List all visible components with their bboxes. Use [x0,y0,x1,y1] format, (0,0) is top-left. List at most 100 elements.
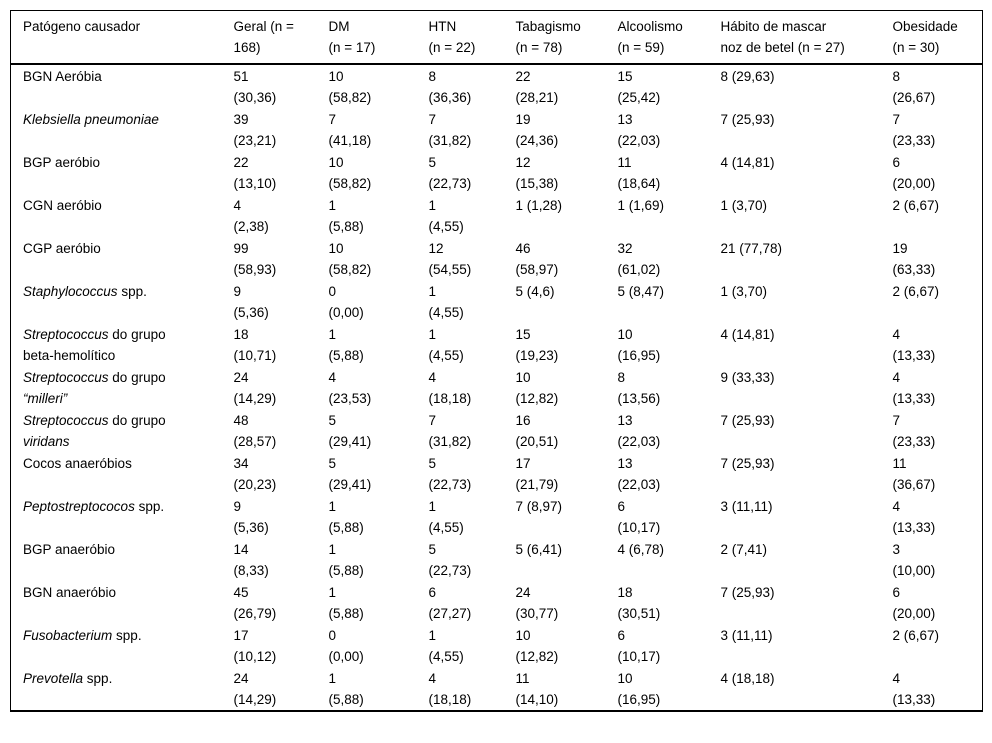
value-cell: 1 (5,88) [328,327,364,363]
value-cell: 4 (14,81) [720,155,775,170]
value-cell: 1 (3,70) [720,198,768,213]
value-cell: 1 (5,88) [328,671,364,707]
column-header: HTN (n = 22) [428,10,516,65]
pathogen-name-italic-segment: Streptococcus [23,327,109,342]
value-cell: 9 (5,36) [233,499,269,535]
value-cell: 24 (14,29) [233,671,277,707]
value-cell: 5 (22,73) [428,155,472,191]
value-cell: 39 (23,21) [233,112,277,148]
value-cell: 2 (7,41) [720,542,768,557]
value-cell: 6 (20,00) [892,155,936,191]
value-cell: 13 (22,03) [617,413,661,449]
pathogen-name-italic-segment: Streptococcus [23,370,109,385]
value-cell: 1 (4,55) [428,628,464,664]
pathogen-name-cell: CGP aeróbio [11,237,234,280]
table-row: Streptococcus do grupo “milleri” 24 (14,2… [11,366,983,409]
value-cell: 6 (27,27) [428,585,472,621]
value-cell: 22 (28,21) [515,69,559,105]
pathogen-name-segment: spp. [112,628,142,643]
value-cell: 10 (12,82) [515,628,559,664]
value-cell: 9 (33,33) [720,370,775,385]
table-row: BGN Aeróbia 51 (30,36) 10 (58,82) 8 (36,36)… [11,64,983,108]
value-cell: 12 (54,55) [428,241,472,277]
pathogen-name-italic-segment: Klebsiella pneumoniae [23,112,159,127]
table-row: BGP aeróbio 22 (13,10) 10 (58,82) 5 (22,73)… [11,151,983,194]
value-cell: 1 (1,69) [617,198,665,213]
table-row: Peptostreptococos spp. 9 (5,36) 1 (5,88) 1 … [11,495,983,538]
value-cell: 3 (11,11) [720,499,773,514]
pathogen-name-segment: do grupo beta-hemolítico [23,327,166,363]
value-cell: 7 (25,93) [720,112,775,127]
pathogen-name-cell: BGP aeróbio [11,151,234,194]
pathogen-name-cell: Streptococcus do grupo beta-hemolítico [11,323,234,366]
value-cell: 1 (5,88) [328,198,364,234]
pathogen-name-cell: Cocos anaeróbios [11,452,234,495]
pathogen-name-segment: Cocos anaeróbios [23,456,132,471]
pathogen-name-italic-segment: Fusobacterium [23,628,113,643]
value-cell: 1 (3,70) [720,284,768,299]
value-cell: 10 (16,95) [617,671,661,707]
value-cell: 19 (24,36) [515,112,559,148]
header-row: Patógeno causador Geral (n = 168) DM (n = … [10,10,983,65]
table-row: Cocos anaeróbios 34 (20,23) 5 (29,41) 5 (22… [11,452,983,495]
column-header: Tabagismo (n = 78) [515,10,618,65]
value-cell: 15 (25,42) [617,69,661,105]
pathogen-name-cell: Prevotella spp. [11,667,234,711]
value-cell: 5 (8,47) [617,284,665,299]
pathogen-name-segment: spp. [117,284,147,299]
value-cell: 4 (2,38) [233,198,269,234]
value-cell: 32 (61,02) [617,241,661,277]
table-body: BGN Aeróbia 51 (30,36) 10 (58,82) 8 (36,36)… [11,64,983,711]
value-cell: 3 (10,00) [892,542,936,578]
value-cell: 1 (4,55) [428,198,464,234]
column-header: Patógeno causador [10,10,234,65]
value-cell: 11 (14,10) [515,671,559,707]
value-cell: 1 (1,28) [515,198,563,213]
pathogen-name-segment: BGN anaeróbio [23,585,117,600]
value-cell: 8 (36,36) [428,69,472,105]
pathogen-name-cell: CGN aeróbio [11,194,234,237]
value-cell: 4 (14,81) [720,327,775,342]
pathogen-name-italic-segment: Peptostreptococos [23,499,135,514]
value-cell: 6 (10,17) [617,499,661,535]
value-cell: 1 (4,55) [428,284,464,320]
value-cell: 4 (13,33) [892,671,936,707]
value-cell: 1 (5,88) [328,499,364,535]
value-cell: 46 (58,97) [515,241,559,277]
value-cell: 24 (30,77) [515,585,559,621]
value-cell: 13 (22,03) [617,456,661,492]
value-cell: 5 (29,41) [328,456,372,492]
value-cell: 19 (63,33) [892,241,936,277]
pathogen-name-italic-segment: “milleri” [23,391,68,406]
table-header: Patógeno causador Geral (n = 168) DM (n = … [10,10,983,65]
pathogen-name-segment: do grupo [112,413,166,428]
value-cell: 1 (4,55) [428,499,464,535]
pathogen-table: Patógeno causador Geral (n = 168) DM (n = … [10,10,983,712]
value-cell: 5 (22,73) [428,542,472,578]
table-row: Staphylococcus spp. 9 (5,36) 0 (0,00) 1 (4,… [11,280,983,323]
pathogen-name-segment: BGP anaeróbio [23,542,116,557]
value-cell: 10 (58,82) [328,155,372,191]
pathogen-name-cell: Peptostreptococos spp. [11,495,234,538]
value-cell: 99 (58,93) [233,241,277,277]
value-cell: 2 (6,67) [892,198,940,213]
pathogen-name-italic-segment: viridans [23,434,70,449]
value-cell: 14 (8,33) [233,542,269,578]
value-cell: 7 (25,93) [720,413,775,428]
pathogen-name-segment: spp. [83,671,113,686]
pathogen-name-italic-segment: Prevotella [23,671,84,686]
table-row: Streptococcus do grupo viridans 48 (28,57… [11,409,983,452]
value-cell: 16 (20,51) [515,413,559,449]
value-cell: 18 (10,71) [233,327,277,363]
value-cell: 12 (15,38) [515,155,559,191]
value-cell: 21 (77,78) [720,241,783,256]
value-cell: 17 (10,12) [233,628,277,664]
column-header: DM (n = 17) [328,10,429,65]
value-cell: 7 (25,93) [720,456,775,471]
pathogen-name-cell: Streptococcus do grupo “milleri” [11,366,234,409]
value-cell: 10 (16,95) [617,327,661,363]
value-cell: 13 (22,03) [617,112,661,148]
pathogen-name-cell: BGN Aeróbia [11,64,234,108]
value-cell: 7 (23,33) [892,112,936,148]
